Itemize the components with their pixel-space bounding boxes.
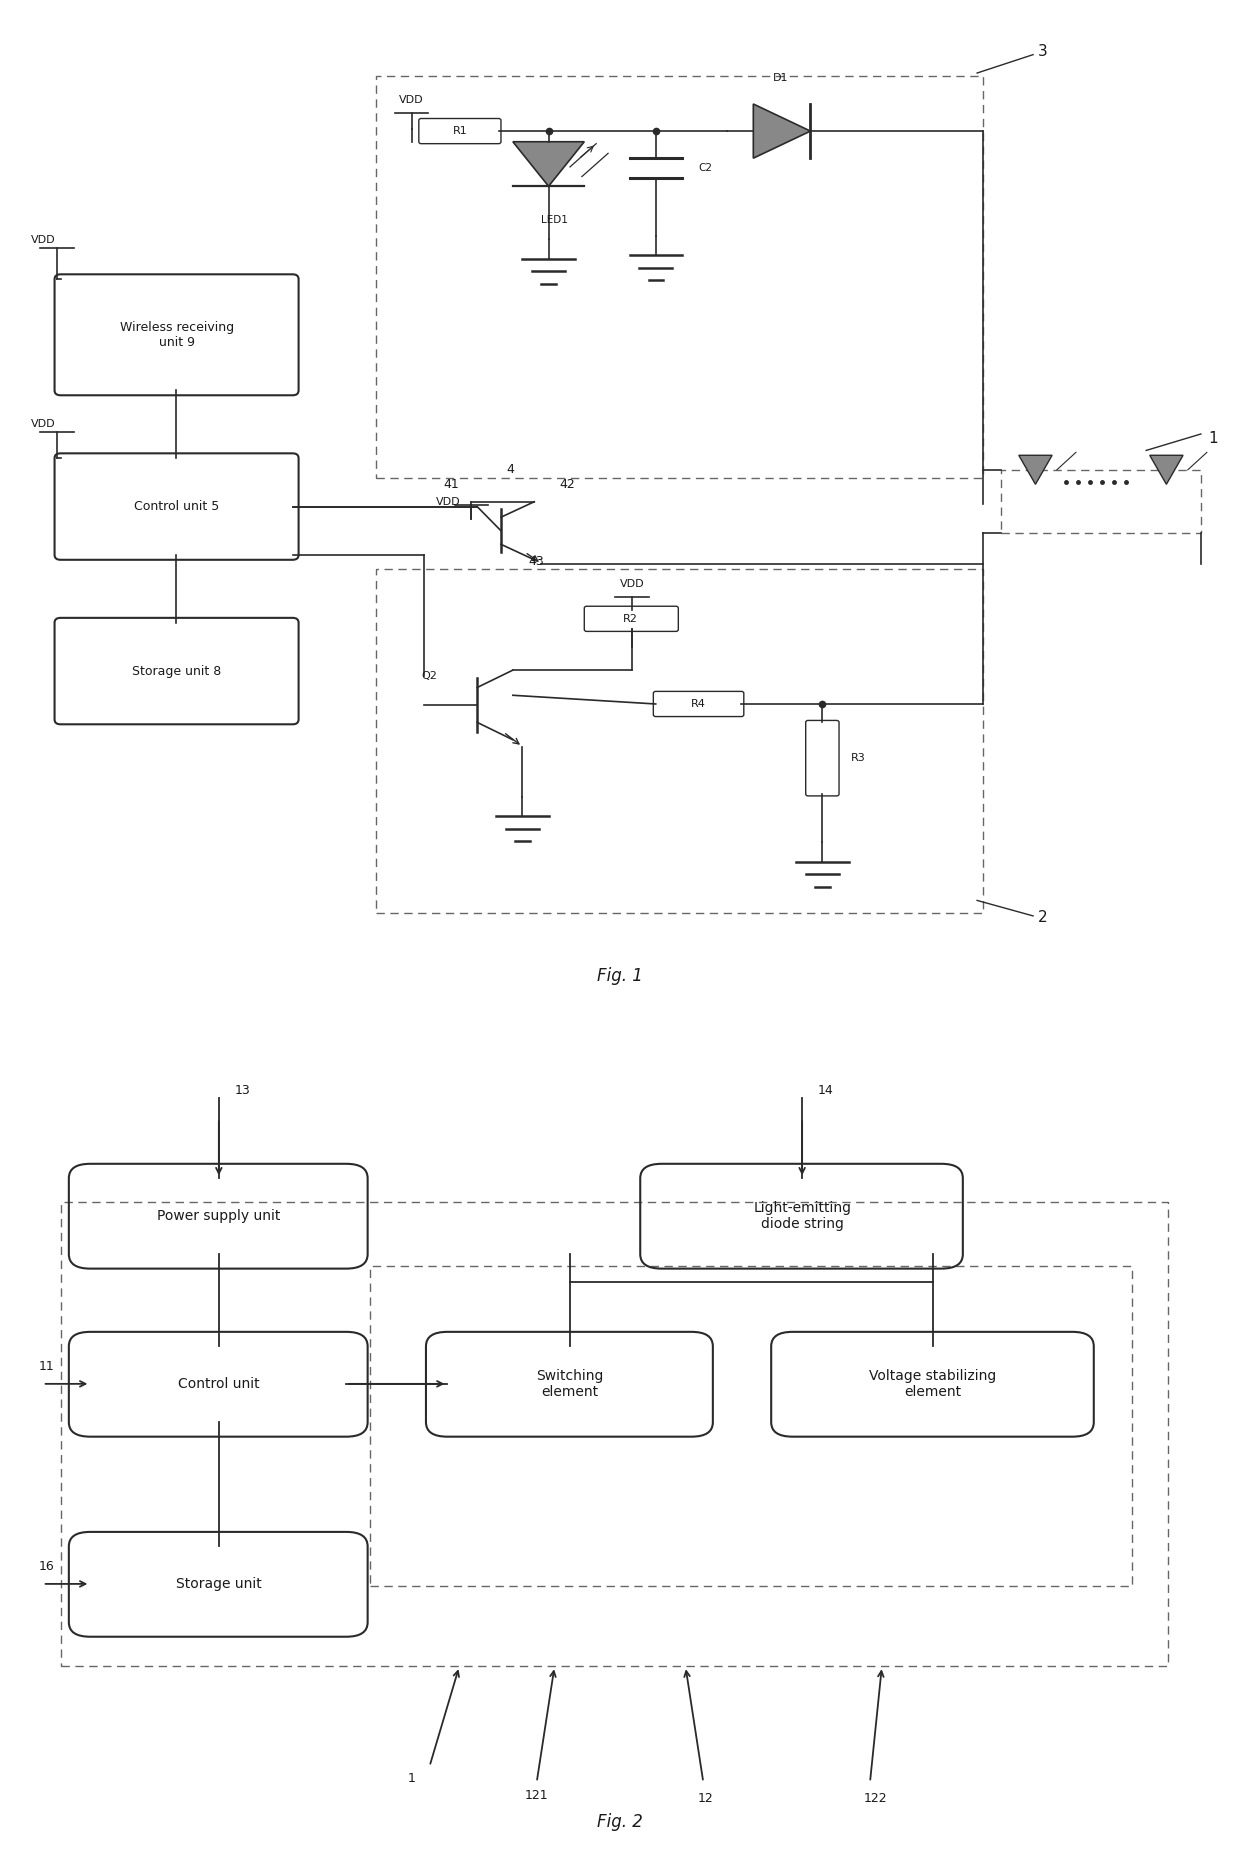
Text: C2: C2 [698, 164, 713, 173]
Text: Storage unit 8: Storage unit 8 [131, 664, 221, 677]
Bar [61, 1202, 1168, 1666]
Text: VDD: VDD [31, 236, 56, 246]
Text: 11: 11 [40, 1360, 55, 1373]
Text: Fig. 2: Fig. 2 [598, 1813, 642, 1831]
Text: 43: 43 [528, 555, 544, 568]
Text: 1: 1 [408, 1772, 415, 1785]
Text: Power supply unit: Power supply unit [157, 1210, 280, 1223]
Text: VDD: VDD [31, 419, 56, 430]
Text: 122: 122 [864, 1792, 888, 1805]
Text: 12: 12 [698, 1792, 713, 1805]
Text: 3: 3 [1038, 45, 1048, 60]
Text: Voltage stabilizing
element: Voltage stabilizing element [869, 1368, 997, 1399]
Text: R2: R2 [624, 614, 639, 623]
Text: Light-emitting
diode string: Light-emitting diode string [753, 1200, 851, 1230]
Text: 42: 42 [559, 478, 575, 491]
Bar [1001, 469, 1200, 532]
Text: 16: 16 [40, 1560, 55, 1573]
Text: Control unit: Control unit [179, 1377, 259, 1390]
Text: R1: R1 [453, 127, 467, 136]
Bar [376, 76, 983, 478]
Text: 13: 13 [234, 1083, 250, 1096]
Text: 41: 41 [443, 478, 459, 491]
Polygon shape [754, 104, 811, 158]
Bar [376, 569, 983, 914]
Text: 14: 14 [818, 1083, 833, 1096]
Text: Storage unit: Storage unit [176, 1576, 262, 1591]
Text: Control unit 5: Control unit 5 [134, 501, 219, 514]
Polygon shape [1149, 456, 1183, 484]
Text: 2: 2 [1038, 910, 1048, 925]
Polygon shape [1019, 456, 1052, 484]
Text: R3: R3 [851, 754, 866, 763]
Text: VDD: VDD [620, 579, 645, 588]
Text: 1: 1 [1208, 432, 1218, 447]
Text: Fig. 1: Fig. 1 [598, 968, 642, 984]
Text: Switching
element: Switching element [537, 1368, 604, 1399]
Polygon shape [513, 141, 584, 186]
Text: LED1: LED1 [541, 216, 568, 225]
Text: Wireless receiving
unit 9: Wireless receiving unit 9 [119, 320, 233, 348]
Text: R4: R4 [691, 700, 706, 709]
Text: VDD: VDD [399, 95, 424, 104]
Text: Q2: Q2 [422, 672, 438, 681]
Text: 121: 121 [525, 1790, 548, 1803]
Text: 4: 4 [507, 463, 515, 476]
Bar [370, 1265, 1132, 1586]
Text: VDD: VDD [436, 497, 461, 506]
Text: D1: D1 [773, 73, 789, 84]
